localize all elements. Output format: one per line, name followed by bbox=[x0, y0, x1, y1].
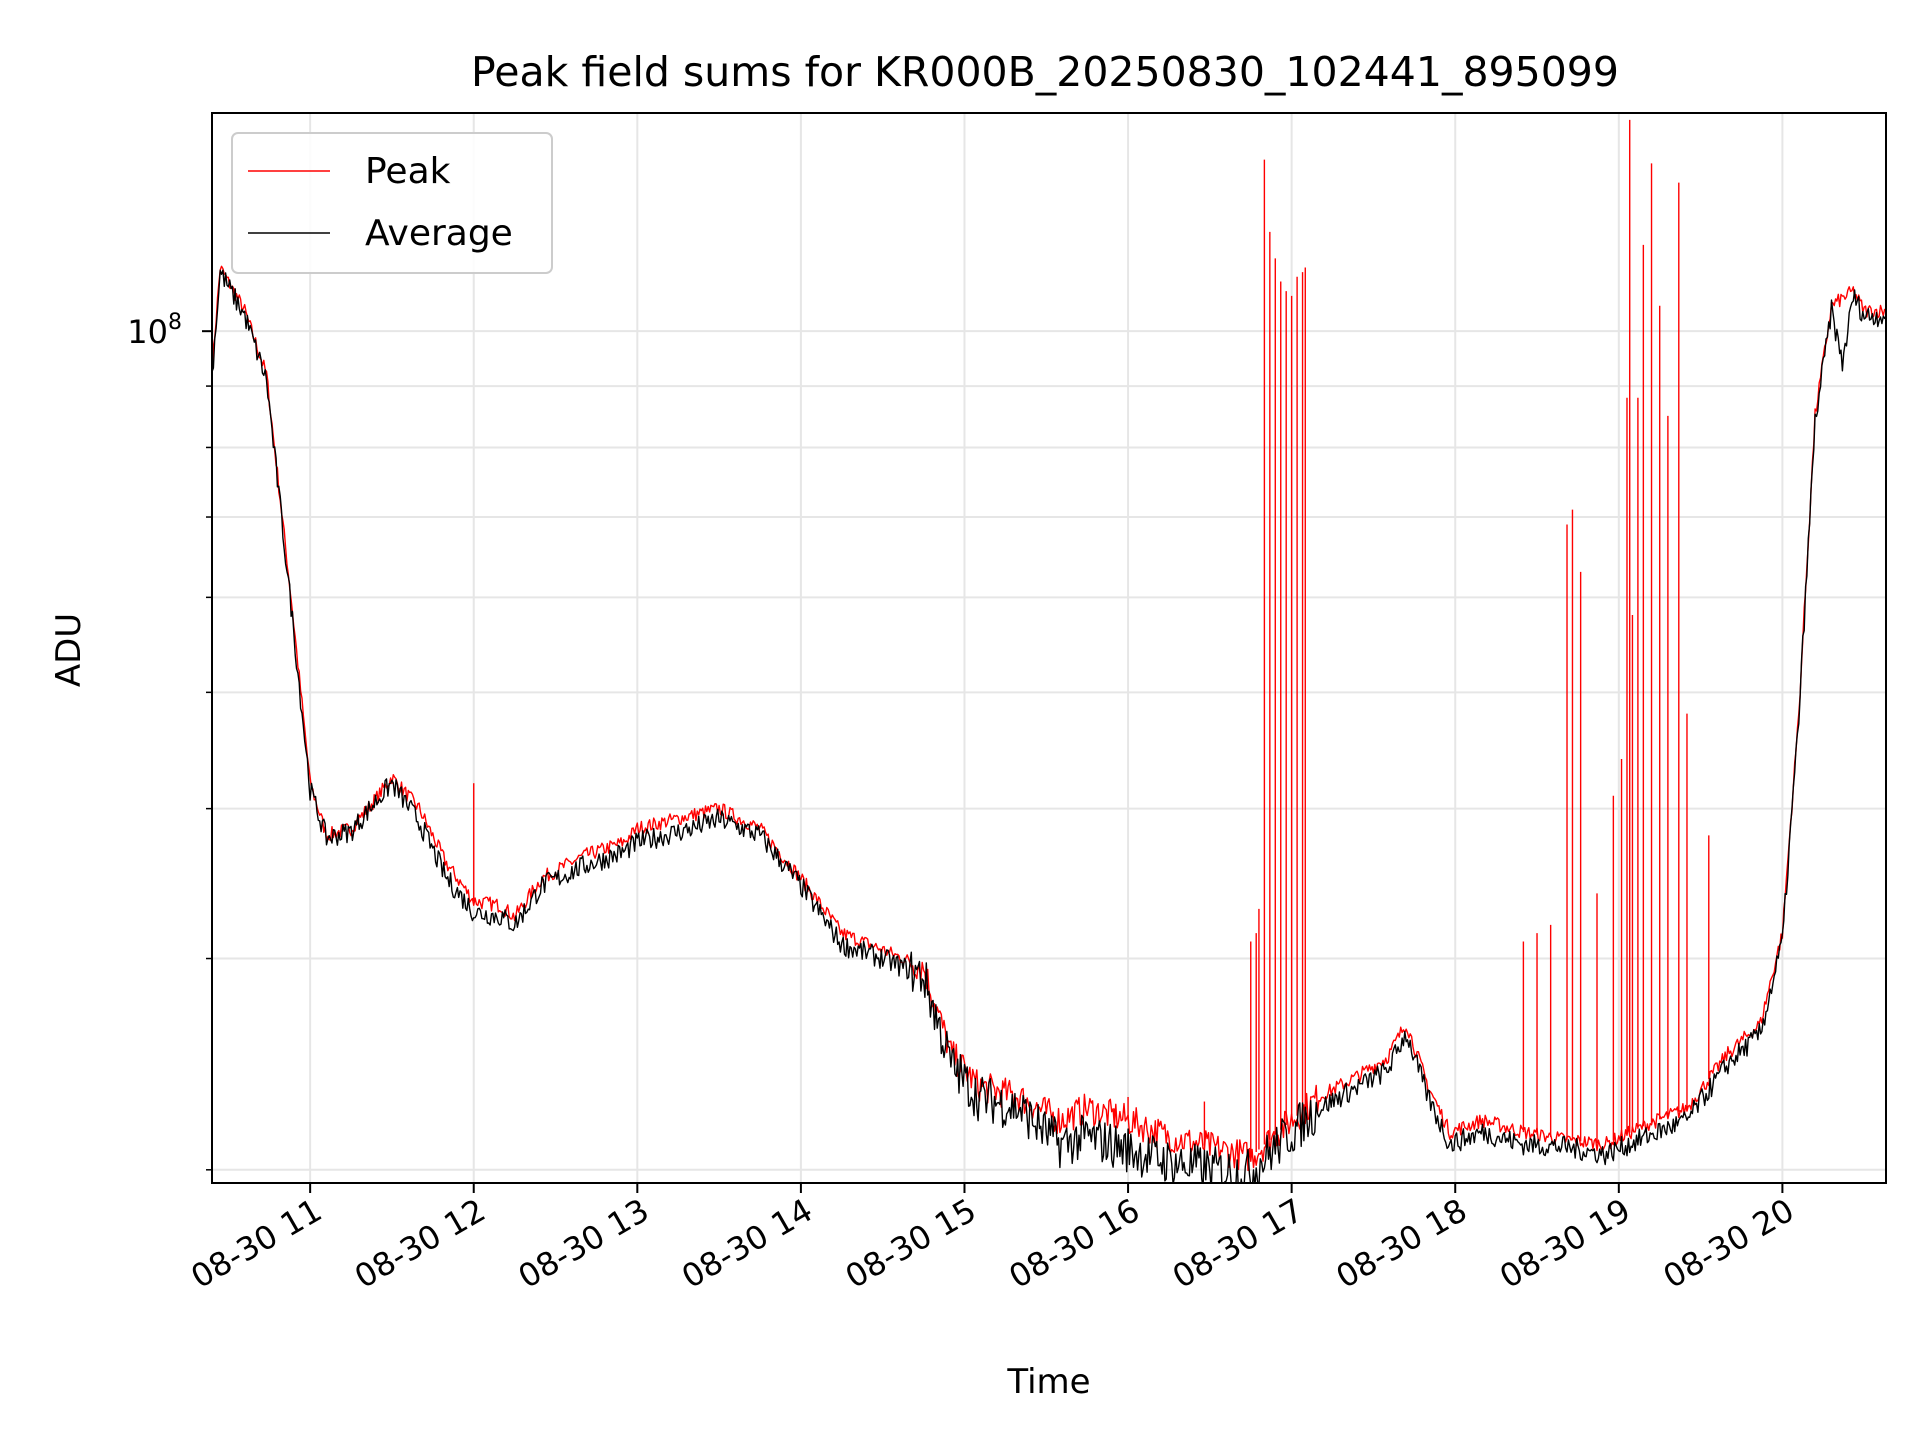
y-tick-label: 108 bbox=[127, 310, 182, 351]
series-layer bbox=[212, 119, 1886, 1183]
y-tick-label-exponent: 8 bbox=[168, 310, 182, 335]
legend-label-average: Average bbox=[365, 213, 513, 254]
gridlines bbox=[212, 113, 1886, 1183]
legend-label-peak: Peak bbox=[365, 151, 451, 192]
chart-title: Peak field sums for KR000B_20250830_1024… bbox=[471, 48, 1619, 96]
y-tick-label-base: 10 bbox=[127, 313, 168, 351]
y-axis-title: ADU bbox=[49, 613, 89, 687]
legend-box bbox=[231, 132, 553, 274]
series-line-average bbox=[212, 269, 1886, 1183]
legend: Peak Average bbox=[231, 132, 553, 274]
x-axis-title: Time bbox=[1006, 1362, 1090, 1402]
series-line-peak bbox=[212, 265, 1886, 1172]
plot-frame bbox=[211, 112, 1887, 1184]
